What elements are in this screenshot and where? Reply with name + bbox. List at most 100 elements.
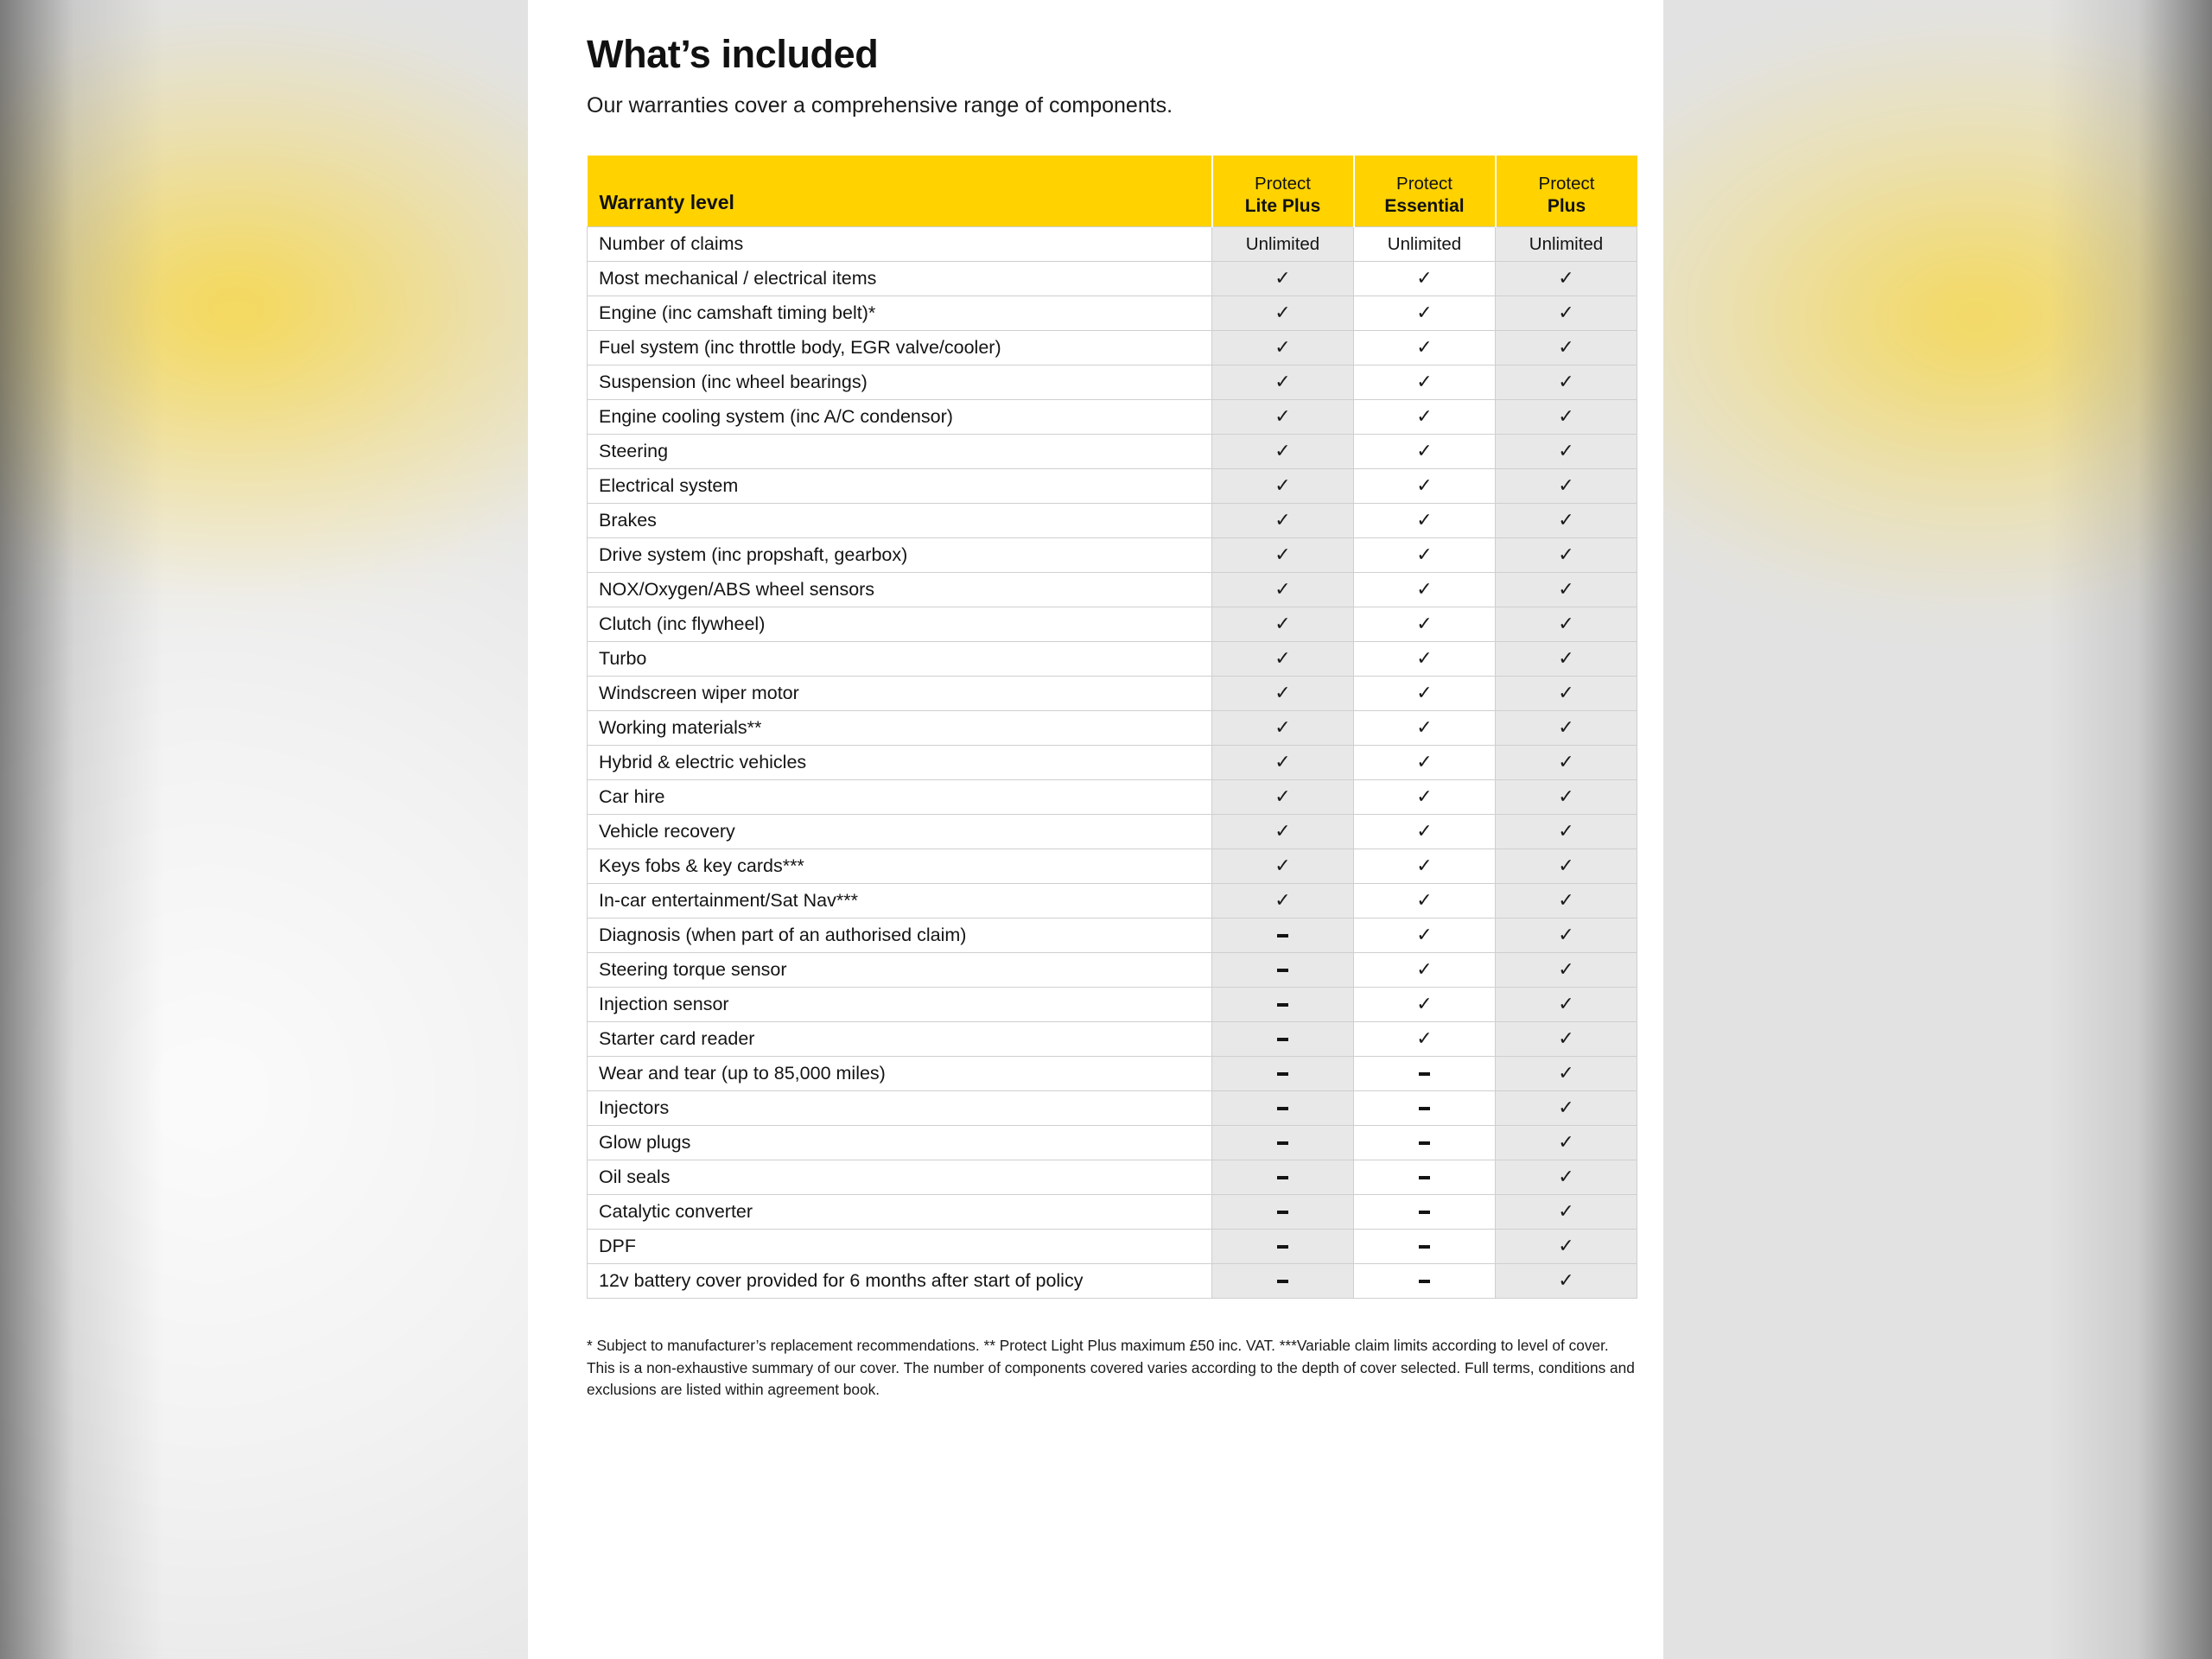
table-row: Steering ✓ ✓ ✓ [587,434,1637,470]
row-label: Steering [587,434,1212,470]
included-check-icon: ✓ [1211,572,1354,608]
row-label: DPF [587,1229,1212,1265]
included-check-icon: ✓ [1495,987,1637,1023]
row-label: Engine (inc camshaft timing belt)* [587,296,1212,332]
table-header: Warranty level Protect Lite Plus Protect… [587,156,1637,227]
included-check-icon: ✓ [1495,434,1637,470]
included-check-icon: ✓ [1353,883,1496,919]
check-icon: ✓ [1274,543,1291,565]
cell-value-label: Unlimited [1529,233,1604,254]
included-check-icon: ✓ [1211,779,1354,816]
table-row: In-car entertainment/Sat Nav*** ✓ ✓ ✓ [587,883,1637,919]
check-icon: ✓ [1558,370,1574,392]
included-check-icon: ✓ [1353,710,1496,747]
dash-icon [1277,1072,1288,1077]
check-icon: ✓ [1416,681,1433,703]
dash-icon [1277,1245,1288,1249]
check-icon: ✓ [1274,508,1291,531]
included-check-icon: ✓ [1495,676,1637,712]
table-row: Injection sensor ✓ ✓ [587,987,1637,1023]
check-icon: ✓ [1558,612,1574,634]
included-check-icon: ✓ [1495,745,1637,781]
check-icon: ✓ [1558,1268,1574,1291]
check-icon: ✓ [1558,508,1574,531]
not-included-dash-icon [1353,1194,1496,1230]
not-included-dash-icon [1211,1194,1354,1230]
included-check-icon: ✓ [1495,503,1637,539]
included-check-icon: ✓ [1353,365,1496,401]
check-icon: ✓ [1558,404,1574,427]
table-row: Brakes ✓ ✓ ✓ [587,503,1637,539]
included-check-icon: ✓ [1211,399,1354,435]
row-label: Wear and tear (up to 85,000 miles) [587,1056,1212,1092]
check-icon: ✓ [1558,577,1574,600]
included-check-icon: ✓ [1495,883,1637,919]
dash-icon [1277,1176,1288,1180]
included-check-icon: ✓ [1353,399,1496,435]
column-header-protect-essential: Protect Essential [1352,156,1496,227]
page-content: What’s included Our warranties cover a c… [587,31,1648,1401]
row-label: In-car entertainment/Sat Nav*** [587,883,1212,919]
check-icon: ✓ [1416,266,1433,289]
table-row: Keys fobs & key cards*** ✓ ✓ ✓ [587,849,1637,885]
row-label: Fuel system (inc throttle body, EGR valv… [587,330,1212,366]
dash-icon [1277,1280,1288,1284]
check-icon: ✓ [1274,750,1291,772]
check-icon: ✓ [1416,854,1433,876]
check-icon: ✓ [1558,819,1574,842]
not-included-dash-icon [1211,1090,1354,1127]
document-page: What’s included Our warranties cover a c… [528,0,1663,1659]
check-icon: ✓ [1558,992,1574,1014]
table-row: Catalytic converter ✓ [587,1194,1637,1230]
included-check-icon: ✓ [1495,330,1637,366]
row-label: Engine cooling system (inc A/C condensor… [587,399,1212,435]
check-icon: ✓ [1274,370,1291,392]
included-check-icon: ✓ [1495,1160,1637,1196]
check-icon: ✓ [1558,1061,1574,1084]
included-check-icon: ✓ [1495,399,1637,435]
check-icon: ✓ [1558,854,1574,876]
included-check-icon: ✓ [1211,296,1354,332]
not-included-dash-icon [1211,952,1354,988]
plan-prefix-label: Protect [1538,174,1595,194]
check-icon: ✓ [1274,681,1291,703]
included-check-icon: ✓ [1353,1021,1496,1058]
included-check-icon: ✓ [1211,745,1354,781]
table-row: 12v battery cover provided for 6 months … [587,1263,1637,1300]
check-icon: ✓ [1416,612,1433,634]
check-icon: ✓ [1558,474,1574,496]
included-check-icon: ✓ [1353,572,1496,608]
check-icon: ✓ [1274,646,1291,669]
included-check-icon: ✓ [1353,330,1496,366]
dash-icon [1419,1107,1430,1111]
table-row: DPF ✓ [587,1229,1637,1265]
included-check-icon: ✓ [1495,1125,1637,1161]
included-check-icon: ✓ [1495,641,1637,677]
not-included-dash-icon [1211,1021,1354,1058]
included-check-icon: ✓ [1211,434,1354,470]
row-label: Glow plugs [587,1125,1212,1161]
table-row: Most mechanical / electrical items ✓ ✓ ✓ [587,261,1637,297]
check-icon: ✓ [1274,785,1291,807]
row-label: Hybrid & electric vehicles [587,745,1212,781]
check-icon: ✓ [1558,923,1574,945]
check-icon: ✓ [1274,715,1291,738]
check-icon: ✓ [1416,750,1433,772]
included-check-icon: ✓ [1353,745,1496,781]
not-included-dash-icon [1353,1229,1496,1265]
row-label: Windscreen wiper motor [587,676,1212,712]
check-icon: ✓ [1274,474,1291,496]
included-check-icon: ✓ [1353,987,1496,1023]
check-icon: ✓ [1558,681,1574,703]
included-check-icon: ✓ [1211,468,1354,505]
included-check-icon: ✓ [1211,710,1354,747]
plan-name-label: Lite Plus [1244,195,1321,216]
row-label: Catalytic converter [587,1194,1212,1230]
row-label: Steering torque sensor [587,952,1212,988]
table-row: Oil seals ✓ [587,1160,1637,1196]
dash-icon [1277,934,1288,938]
plan-prefix-label: Protect [1255,174,1311,194]
check-icon: ✓ [1558,1096,1574,1118]
included-check-icon: ✓ [1495,1090,1637,1127]
row-label: Oil seals [587,1160,1212,1196]
